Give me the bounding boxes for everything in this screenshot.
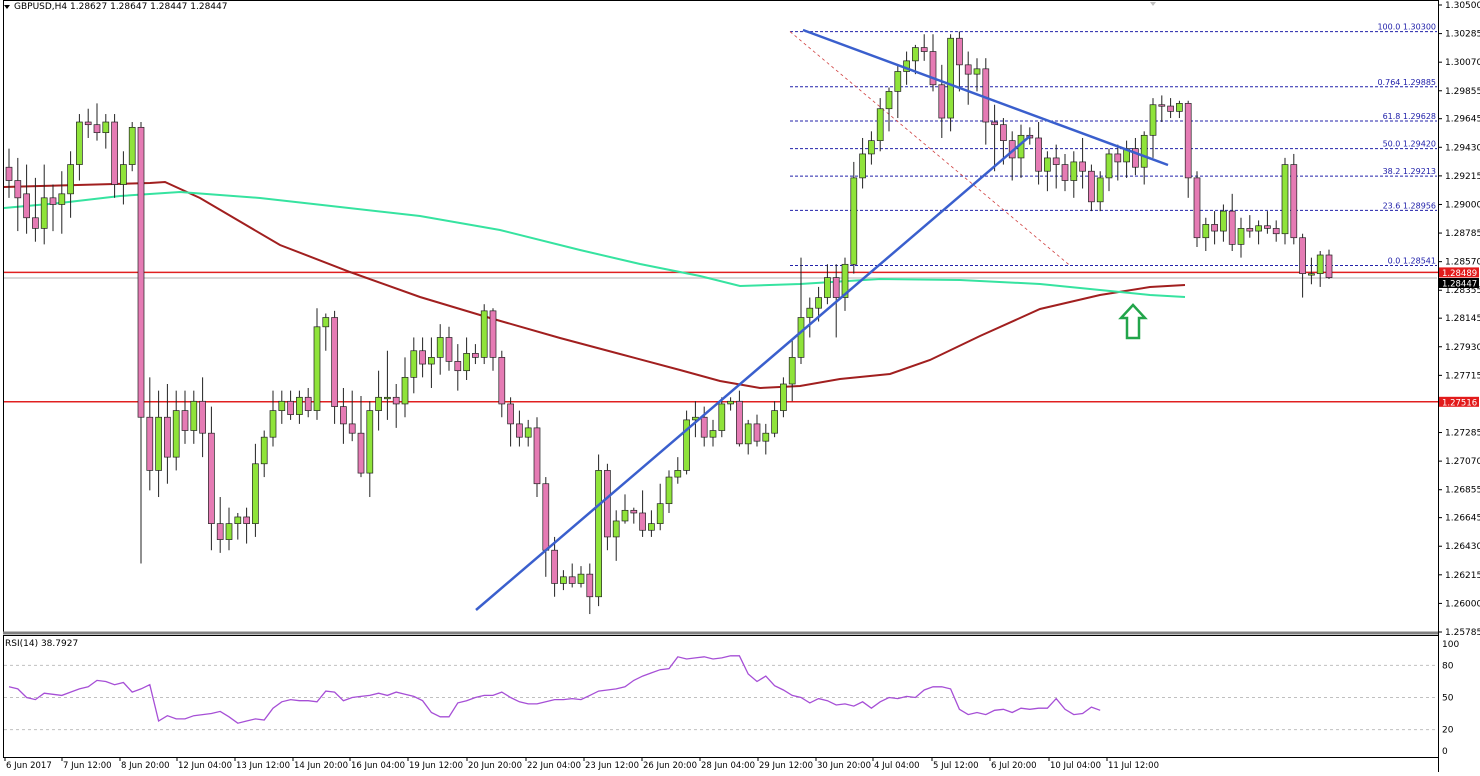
candlesticks (5, 31, 1333, 615)
price-tick-label: 1.26215 (1445, 571, 1480, 581)
chart-title: GBPUSD,H4 1.28627 1.28647 1.28447 1.2844… (4, 2, 227, 12)
price-tick-label: 1.28355 (1445, 286, 1480, 296)
rsi-axis: 100 80 50 20 0 (1442, 640, 1459, 757)
rsi-tick-label: 0 (1442, 747, 1448, 757)
price-marker-label: 1.28489 (1442, 269, 1477, 279)
collapse-triangle-icon[interactable] (4, 4, 10, 9)
time-tick-label: 11 Jul 12:00 (1108, 761, 1159, 771)
time-axis[interactable]: 6 Jun 2017 7 Jun 12:00 8 Jun 20:00 12 Jun 0… (4, 757, 1159, 771)
fib-level-label: 38.2 1.29213 (1383, 167, 1436, 176)
fib-level-label: 23.6 1.28956 (1383, 201, 1436, 210)
up-arrow-icon (1118, 303, 1148, 340)
price-tick-label: 1.29645 (1445, 115, 1480, 125)
price-tick-label: 1.27070 (1445, 457, 1480, 467)
chart-shift-marker-icon[interactable] (1150, 2, 1156, 6)
fib-level-label: 61.8 1.29628 (1383, 112, 1436, 121)
time-tick-label: 14 Jun 20:00 (294, 761, 348, 771)
time-tick-label: 23 Jun 12:00 (585, 761, 639, 771)
time-tick-label: 10 Jul 04:00 (1050, 761, 1101, 771)
price-tick-label: 1.27930 (1445, 343, 1480, 353)
time-tick-label: 16 Jun 04:00 (351, 761, 405, 771)
rsi-tick-label: 20 (1442, 726, 1454, 736)
price-tick-label: 1.26645 (1445, 514, 1480, 524)
time-tick-label: 22 Jun 04:00 (527, 761, 581, 771)
price-tick-label: 1.27285 (1445, 429, 1480, 439)
price-tick-label: 1.29855 (1445, 87, 1480, 97)
price-tick-label: 1.29215 (1445, 172, 1480, 182)
time-tick-label: 7 Jun 12:00 (63, 761, 112, 771)
time-tick-label: 26 Jun 20:00 (643, 761, 697, 771)
rsi-panel-frame (3, 635, 1439, 758)
time-tick-label: 28 Jun 04:00 (701, 761, 755, 771)
moving-averages (3, 180, 1186, 390)
time-tick-label: 19 Jun 12:00 (409, 761, 463, 771)
time-tick-label: 6 Jul 20:00 (991, 761, 1037, 771)
time-tick-label: 20 Jun 20:00 (468, 761, 522, 771)
price-tick-label: 1.27715 (1445, 371, 1480, 381)
price-tick-label: 1.30500 (1445, 1, 1480, 11)
time-tick-label: 12 Jun 04:00 (178, 761, 232, 771)
fib-level-label: 50.0 1.29420 (1383, 140, 1436, 149)
price-tick-label: 1.28145 (1445, 314, 1480, 324)
price-tick-label: 1.28570 (1445, 258, 1480, 268)
fib-level-label: 0.0 1.28541 (1388, 257, 1436, 266)
price-tick-label: 1.30070 (1445, 58, 1480, 68)
price-tick-label: 1.29430 (1445, 143, 1480, 153)
trendlines[interactable] (475, 28, 1169, 611)
price-tick-label: 1.29000 (1445, 200, 1480, 210)
price-tick-label: 1.25785 (1445, 628, 1480, 638)
time-tick-label: 8 Jun 20:00 (121, 761, 170, 771)
rsi-tick-label: 80 (1442, 661, 1454, 671)
time-tick-label: 4 Jul 04:00 (874, 761, 920, 771)
price-marker-label: 1.27516 (1442, 398, 1477, 408)
price-marker-label: 1.28447 (1442, 280, 1477, 290)
rsi-level-lines (4, 664, 1437, 731)
price-tick-label: 1.30285 (1445, 30, 1480, 40)
fib-level-label: 0.764 1.29885 (1377, 78, 1436, 87)
rsi-line (8, 655, 1101, 724)
price-axis[interactable]: 1.30500 1.30285 1.30070 1.29855 1.29645 1.294… (1438, 0, 1480, 772)
fib-level-label: 100.0 1.30300 (1377, 23, 1436, 32)
time-tick-label: 6 Jun 2017 (6, 761, 52, 771)
time-tick-label: 13 Jun 12:00 (236, 761, 290, 771)
time-tick-label: 29 Jun 12:00 (759, 761, 813, 771)
rsi-title: RSI(14) 38.7927 (5, 639, 79, 649)
rsi-tick-label: 100 (1442, 640, 1459, 650)
price-tick-label: 1.26000 (1445, 599, 1480, 609)
time-tick-label: 30 Jun 20:00 (817, 761, 871, 771)
price-tick-label: 1.28785 (1445, 229, 1480, 239)
price-tick-label: 1.26430 (1445, 542, 1480, 552)
price-tick-label: 1.26855 (1445, 486, 1480, 496)
time-tick-label: 5 Jul 12:00 (933, 761, 979, 771)
symbol-ohlc-label: GBPUSD,H4 1.28627 1.28647 1.28447 1.2844… (14, 2, 228, 12)
rsi-tick-label: 50 (1442, 694, 1454, 704)
